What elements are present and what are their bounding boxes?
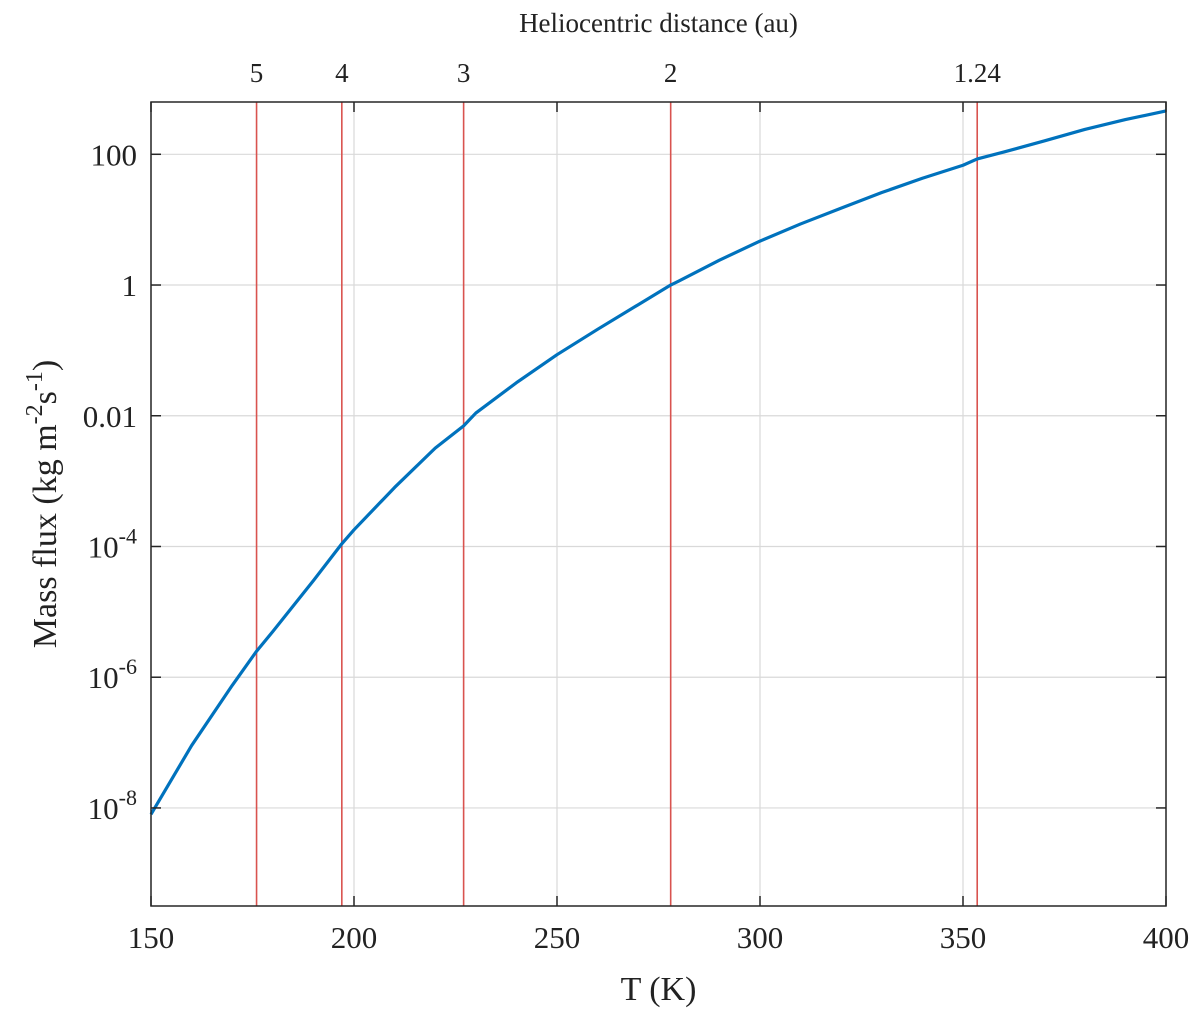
distance-label: 2 (664, 58, 678, 88)
top-axis-title: Heliocentric distance (au) (519, 8, 798, 38)
y-tick-label: 10-6 (88, 654, 137, 695)
y-axis-title-mid: s (27, 391, 64, 404)
y-axis-title-sup1: -2 (22, 404, 48, 424)
tick-marks (150, 102, 1167, 906)
x-tick-label: 250 (534, 920, 581, 955)
y-tick-label: 0.01 (83, 399, 137, 434)
y-axis-title-end: ) (27, 360, 64, 371)
plot-frame (150, 101, 1167, 907)
tick-labels: 150 200 250 300 350 400 100 1 0.01 10-4 10-6 10-8 5 4… (83, 58, 1190, 955)
mass-flux-curve (149, 109, 1167, 816)
y-tick-label: 10-8 (88, 785, 137, 826)
distance-label: 4 (335, 58, 349, 88)
x-tick-label: 350 (940, 920, 987, 955)
series-layer (149, 109, 1167, 816)
x-tick-label: 200 (331, 920, 378, 955)
x-tick-label: 400 (1143, 920, 1190, 955)
distance-label: 3 (457, 58, 471, 88)
y-axis-title-sup2: -1 (22, 371, 48, 391)
x-axis-title: T (K) (621, 971, 697, 1008)
x-tick-label: 150 (128, 920, 175, 955)
y-axis-title: Mass flux (kg m-2s-1) (22, 360, 64, 648)
x-tick-label: 300 (737, 920, 784, 955)
y-tick-label: 1 (122, 268, 138, 303)
distance-label: 5 (250, 58, 264, 88)
distance-marker-lines (255, 102, 979, 906)
distance-label: 1.24 (954, 58, 1002, 88)
y-tick-label: 100 (91, 137, 138, 172)
y-tick-label: 10-4 (88, 523, 137, 564)
y-axis-title-base: Mass flux (kg m (27, 424, 64, 648)
